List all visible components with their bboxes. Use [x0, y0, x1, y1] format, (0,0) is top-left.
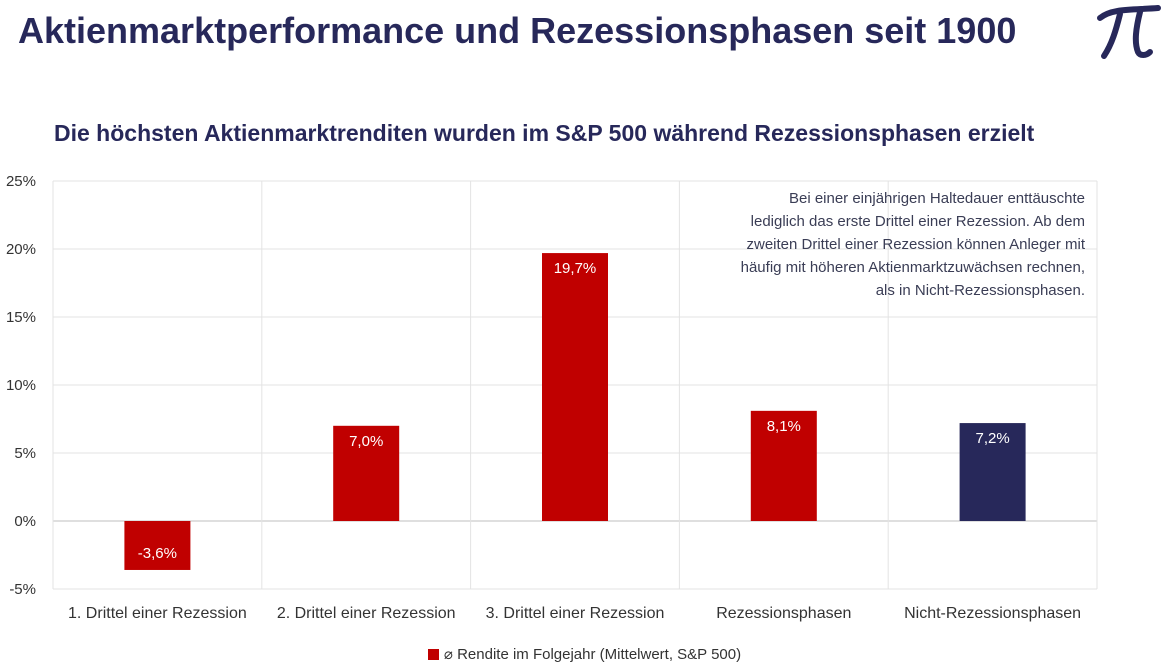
bar	[959, 423, 1026, 521]
annotation-line: Bei einer einjährigen Haltedauer enttäus…	[788, 190, 1085, 207]
bar	[750, 410, 817, 521]
x-tick-label: 1. Drittel einer Rezession	[68, 605, 247, 622]
chart-title: Die höchsten Aktienmarktrenditen wurden …	[54, 120, 1035, 146]
data-label: 19,7%	[554, 260, 597, 277]
annotation-line: zweiten Drittel einer Rezession können A…	[746, 236, 1085, 253]
pi-logo-icon	[1097, 5, 1161, 59]
x-tick-label: Rezessionsphasen	[716, 605, 851, 622]
page-title: Aktienmarktperformance und Rezessionspha…	[18, 10, 1017, 51]
annotation-line: lediglich das erste Drittel einer Rezess…	[750, 213, 1085, 230]
annotation-line: häufig mit höheren Aktienmarktzuwächsen …	[740, 259, 1085, 276]
x-tick-label: Nicht-Rezessionsphasen	[904, 605, 1081, 622]
chart-legend: ⌀ Rendite im Folgejahr (Mittelwert, S&P …	[0, 645, 1169, 663]
legend-label: ⌀ Rendite im Folgejahr (Mittelwert, S&P …	[443, 646, 742, 663]
y-tick-label: 20%	[6, 241, 36, 258]
x-tick-label: 3. Drittel einer Rezession	[486, 605, 665, 622]
chart-annotation: Bei einer einjährigen Haltedauer enttäus…	[700, 187, 1085, 302]
y-tick-label: 25%	[6, 173, 36, 190]
x-tick-label: 2. Drittel einer Rezession	[277, 605, 456, 622]
y-tick-label: 5%	[14, 445, 36, 462]
annotation-line: als in Nicht-Rezessionsphasen.	[875, 282, 1085, 299]
bar	[124, 521, 191, 570]
y-tick-label: 0%	[14, 513, 36, 530]
legend-swatch	[427, 648, 439, 660]
bar	[542, 253, 608, 521]
data-label: -3,6%	[138, 545, 177, 562]
y-tick-label: 15%	[6, 309, 36, 326]
data-label: 7,2%	[975, 430, 1009, 447]
bar	[333, 425, 400, 521]
y-tick-label: 10%	[6, 377, 36, 394]
data-label: 8,1%	[767, 418, 801, 435]
data-label: 7,0%	[349, 433, 383, 450]
y-tick-label: -5%	[9, 581, 36, 598]
